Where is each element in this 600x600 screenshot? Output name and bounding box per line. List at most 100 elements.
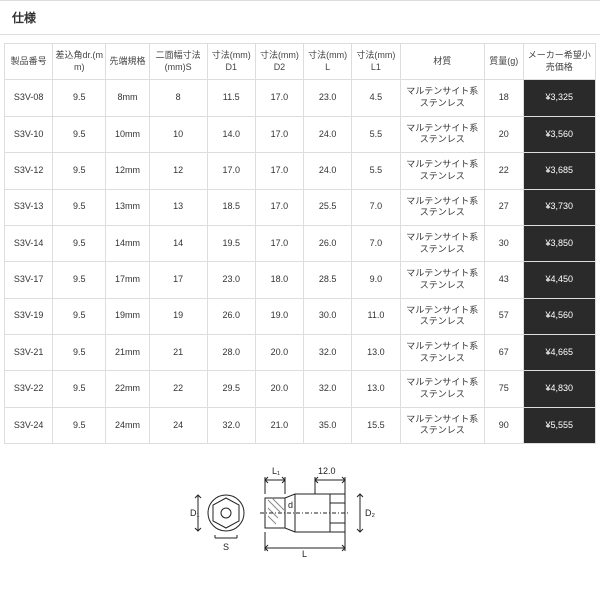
data-cell: 29.5 bbox=[207, 371, 255, 407]
data-cell: S3V-24 bbox=[5, 407, 53, 443]
data-cell: 23.0 bbox=[304, 80, 352, 116]
data-cell: 7.0 bbox=[352, 225, 400, 261]
data-cell: S3V-19 bbox=[5, 298, 53, 334]
data-cell: S3V-08 bbox=[5, 80, 53, 116]
data-cell: マルテンサイト系ステンレス bbox=[400, 189, 484, 225]
data-cell: S3V-17 bbox=[5, 262, 53, 298]
data-cell: 32.0 bbox=[207, 407, 255, 443]
data-cell: 7.0 bbox=[352, 189, 400, 225]
col-header: 先端規格 bbox=[106, 44, 149, 80]
data-cell: 18.5 bbox=[207, 189, 255, 225]
col-header: 製品番号 bbox=[5, 44, 53, 80]
data-cell: 11.0 bbox=[352, 298, 400, 334]
col-header: 差込角dr.(mm) bbox=[53, 44, 106, 80]
data-cell: 28.5 bbox=[304, 262, 352, 298]
data-cell: 17.0 bbox=[255, 153, 303, 189]
table-row: S3V-129.512mm1217.017.024.05.5マルテンサイト系ステ… bbox=[5, 153, 596, 189]
data-cell: マルテンサイト系ステンレス bbox=[400, 407, 484, 443]
data-cell: S3V-22 bbox=[5, 371, 53, 407]
data-cell: 26.0 bbox=[304, 225, 352, 261]
data-cell: 21.0 bbox=[255, 407, 303, 443]
price-cell: ¥3,325 bbox=[523, 80, 595, 116]
data-cell: マルテンサイト系ステンレス bbox=[400, 116, 484, 152]
data-cell: 30.0 bbox=[304, 298, 352, 334]
data-cell: 25.5 bbox=[304, 189, 352, 225]
data-cell: 26.0 bbox=[207, 298, 255, 334]
data-cell: 43 bbox=[484, 262, 523, 298]
data-cell: S3V-21 bbox=[5, 335, 53, 371]
col-header: 二面幅寸法(mm)S bbox=[149, 44, 207, 80]
col-header: メーカー希望小売価格 bbox=[523, 44, 595, 80]
price-cell: ¥4,665 bbox=[523, 335, 595, 371]
table-row: S3V-139.513mm1318.517.025.57.0マルテンサイト系ステ… bbox=[5, 189, 596, 225]
data-cell: 17.0 bbox=[255, 225, 303, 261]
data-cell: マルテンサイト系ステンレス bbox=[400, 335, 484, 371]
data-cell: マルテンサイト系ステンレス bbox=[400, 153, 484, 189]
label-D2: D₂ bbox=[365, 508, 375, 518]
data-cell: 9.5 bbox=[53, 298, 106, 334]
data-cell: 5.5 bbox=[352, 153, 400, 189]
col-header: 質量(g) bbox=[484, 44, 523, 80]
data-cell: 20.0 bbox=[255, 335, 303, 371]
data-cell: 24.0 bbox=[304, 153, 352, 189]
data-cell: 24.0 bbox=[304, 116, 352, 152]
price-cell: ¥3,560 bbox=[523, 116, 595, 152]
data-cell: 19.0 bbox=[255, 298, 303, 334]
data-cell: 30 bbox=[484, 225, 523, 261]
data-cell: 13 bbox=[149, 189, 207, 225]
data-cell: 67 bbox=[484, 335, 523, 371]
col-header: 寸法(mm)L1 bbox=[352, 44, 400, 80]
data-cell: 35.0 bbox=[304, 407, 352, 443]
data-cell: 14 bbox=[149, 225, 207, 261]
data-cell: 32.0 bbox=[304, 371, 352, 407]
data-cell: 17 bbox=[149, 262, 207, 298]
data-cell: マルテンサイト系ステンレス bbox=[400, 298, 484, 334]
data-cell: 17.0 bbox=[255, 116, 303, 152]
data-cell: 9.5 bbox=[53, 153, 106, 189]
data-cell: S3V-10 bbox=[5, 116, 53, 152]
data-cell: 24 bbox=[149, 407, 207, 443]
table-row: S3V-149.514mm1419.517.026.07.0マルテンサイト系ステ… bbox=[5, 225, 596, 261]
data-cell: 8 bbox=[149, 80, 207, 116]
data-cell: 9.5 bbox=[53, 116, 106, 152]
table-row: S3V-089.58mm811.517.023.04.5マルテンサイト系ステンレ… bbox=[5, 80, 596, 116]
data-cell: 23.0 bbox=[207, 262, 255, 298]
socket-diagram: L₁ 12.0 D₁ D₂ S L d bbox=[0, 448, 600, 569]
data-cell: 9.5 bbox=[53, 189, 106, 225]
price-cell: ¥4,830 bbox=[523, 371, 595, 407]
price-cell: ¥4,450 bbox=[523, 262, 595, 298]
col-header: 材質 bbox=[400, 44, 484, 80]
data-cell: 17.0 bbox=[207, 153, 255, 189]
data-cell: 10mm bbox=[106, 116, 149, 152]
data-cell: 14mm bbox=[106, 225, 149, 261]
data-cell: マルテンサイト系ステンレス bbox=[400, 371, 484, 407]
table-row: S3V-179.517mm1723.018.028.59.0マルテンサイト系ステ… bbox=[5, 262, 596, 298]
data-cell: S3V-13 bbox=[5, 189, 53, 225]
section-title: 仕様 bbox=[0, 0, 600, 35]
data-cell: 11.5 bbox=[207, 80, 255, 116]
data-cell: 19.5 bbox=[207, 225, 255, 261]
table-row: S3V-229.522mm2229.520.032.013.0マルテンサイト系ス… bbox=[5, 371, 596, 407]
table-row: S3V-249.524mm2432.021.035.015.5マルテンサイト系ス… bbox=[5, 407, 596, 443]
data-cell: 9.5 bbox=[53, 262, 106, 298]
data-cell: 12mm bbox=[106, 153, 149, 189]
data-cell: 19mm bbox=[106, 298, 149, 334]
data-cell: マルテンサイト系ステンレス bbox=[400, 80, 484, 116]
data-cell: 75 bbox=[484, 371, 523, 407]
data-cell: 20 bbox=[484, 116, 523, 152]
data-cell: 9.5 bbox=[53, 225, 106, 261]
data-cell: 90 bbox=[484, 407, 523, 443]
table-row: S3V-219.521mm2128.020.032.013.0マルテンサイト系ス… bbox=[5, 335, 596, 371]
data-cell: 21 bbox=[149, 335, 207, 371]
data-cell: 24mm bbox=[106, 407, 149, 443]
data-cell: 15.5 bbox=[352, 407, 400, 443]
data-cell: 27 bbox=[484, 189, 523, 225]
data-cell: 28.0 bbox=[207, 335, 255, 371]
data-cell: 9.5 bbox=[53, 335, 106, 371]
price-cell: ¥5,555 bbox=[523, 407, 595, 443]
label-S: S bbox=[223, 542, 229, 552]
price-cell: ¥3,730 bbox=[523, 189, 595, 225]
data-cell: 22 bbox=[484, 153, 523, 189]
label-d: d bbox=[288, 500, 293, 510]
data-cell: 21mm bbox=[106, 335, 149, 371]
